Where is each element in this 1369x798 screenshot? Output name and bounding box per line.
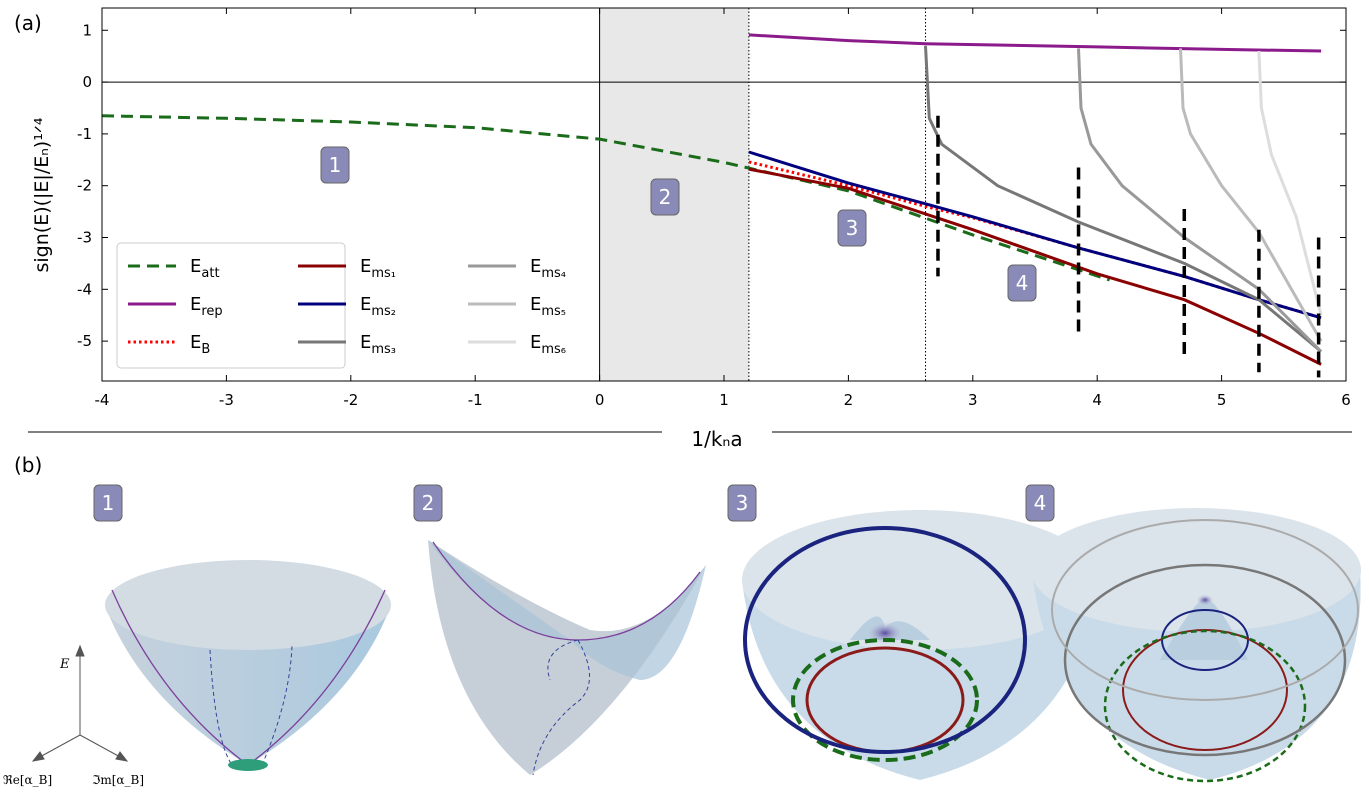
region-badge-label: 3 — [846, 216, 859, 240]
x-tick-label: -4 — [95, 391, 110, 409]
saddle-2 — [428, 540, 706, 775]
axis-label-re: ℜe[α_B] — [3, 773, 52, 787]
x-tick-label: 6 — [1341, 391, 1351, 409]
axis-label-e: E — [59, 657, 70, 672]
legend-label: Ems₂ — [360, 294, 396, 319]
legend-label: Ems₃ — [360, 332, 396, 357]
y-axis-label: sign(E)(|E|/Eₙ)¹ᐟ⁴ — [31, 117, 53, 272]
x-tick-label: 1 — [719, 391, 729, 409]
panel-badge-label: 1 — [102, 491, 115, 515]
legend-name: E — [530, 294, 541, 315]
legend-label: Ems₆ — [530, 332, 566, 357]
series-line — [1259, 51, 1321, 315]
legend-name: E — [190, 294, 201, 315]
y-tick-label: 1 — [82, 21, 92, 39]
region-badge-label: 1 — [329, 153, 342, 177]
y-tick-label: 0 — [82, 73, 92, 91]
panel-badge-label: 4 — [1034, 491, 1047, 515]
x-tick-label: 3 — [968, 391, 978, 409]
x-tick-label: 0 — [595, 391, 605, 409]
legend-name: E — [360, 332, 371, 353]
panel-label: (b) — [14, 453, 42, 477]
legend-label: Ems₁ — [360, 256, 396, 281]
legend-name: E — [530, 332, 541, 353]
legend-sub: B — [201, 342, 210, 357]
panel-badge-label: 2 — [422, 491, 435, 515]
legend-sub: rep — [201, 304, 222, 319]
region-badge-label: 4 — [1016, 271, 1029, 295]
panel-label: (a) — [14, 11, 42, 35]
axes-3d — [33, 646, 127, 761]
legend-name: E — [190, 332, 201, 353]
legend-name: E — [360, 256, 371, 277]
panel-badge-label: 3 — [736, 491, 749, 515]
x-tick-label: 5 — [1217, 391, 1227, 409]
legend-name: E — [530, 256, 541, 277]
bowl-4 — [1031, 508, 1361, 781]
x-tick-label: -1 — [468, 391, 483, 409]
y-tick-label: -1 — [77, 125, 92, 143]
y-tick-label: -4 — [77, 280, 92, 298]
x-tick-label: -2 — [343, 391, 358, 409]
legend-sub: ms₆ — [541, 342, 566, 357]
series-line — [749, 35, 1321, 51]
legend-name: E — [190, 256, 201, 277]
x-tick-label: 2 — [844, 391, 854, 409]
x-tick-label: 4 — [1092, 391, 1102, 409]
axis-label-im: ℑm[α_B] — [92, 773, 144, 787]
bowl-1 — [105, 560, 391, 771]
legend-label: Ems₅ — [530, 294, 566, 319]
legend-sub: ms₂ — [371, 304, 396, 319]
y-tick-label: -5 — [77, 332, 92, 350]
legend-sub: ms₄ — [541, 266, 566, 281]
legend-sub: att — [201, 266, 219, 281]
legend-sub: ms₃ — [371, 342, 396, 357]
legend-sub: ms₅ — [541, 304, 566, 319]
x-tick-label: -3 — [219, 391, 234, 409]
y-tick-label: -3 — [77, 228, 92, 246]
region-badge-label: 2 — [659, 185, 672, 209]
legend-name: E — [360, 294, 371, 315]
x-axis-label: 1/kₙa — [691, 427, 742, 451]
legend-label: Ems₄ — [530, 256, 566, 281]
legend-sub: ms₁ — [371, 266, 396, 281]
figure: (a) (b) E ℜe[α_B] — [0, 0, 1369, 794]
y-tick-label: -2 — [77, 177, 92, 195]
